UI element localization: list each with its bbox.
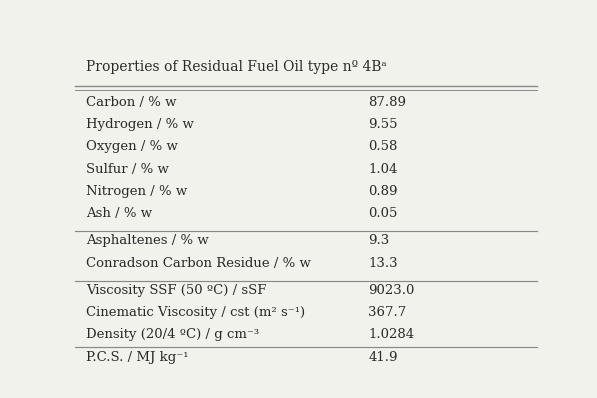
Text: 367.7: 367.7	[368, 306, 407, 319]
Text: Viscosity SSF (50 ºC) / sSF: Viscosity SSF (50 ºC) / sSF	[86, 284, 267, 297]
Text: 1.0284: 1.0284	[368, 328, 414, 341]
Text: Oxygen / % w: Oxygen / % w	[86, 140, 178, 153]
Text: 0.58: 0.58	[368, 140, 398, 153]
Text: Properties of Residual Fuel Oil type nº 4Bᵃ: Properties of Residual Fuel Oil type nº …	[86, 60, 387, 74]
Text: Density (20/4 ºC) / g cm⁻³: Density (20/4 ºC) / g cm⁻³	[86, 328, 259, 341]
Text: 1.04: 1.04	[368, 163, 398, 176]
Text: Ash / % w: Ash / % w	[86, 207, 152, 220]
Text: 9.55: 9.55	[368, 118, 398, 131]
Text: 13.3: 13.3	[368, 257, 398, 270]
Text: 9023.0: 9023.0	[368, 284, 415, 297]
Text: Carbon / % w: Carbon / % w	[86, 96, 177, 109]
Text: Hydrogen / % w: Hydrogen / % w	[86, 118, 194, 131]
Text: Nitrogen / % w: Nitrogen / % w	[86, 185, 187, 198]
Text: 87.89: 87.89	[368, 96, 407, 109]
Text: 9.3: 9.3	[368, 234, 390, 248]
Text: Sulfur / % w: Sulfur / % w	[86, 163, 169, 176]
Text: 0.05: 0.05	[368, 207, 398, 220]
Text: 0.89: 0.89	[368, 185, 398, 198]
Text: 41.9: 41.9	[368, 351, 398, 364]
Text: Cinematic Viscosity / cst (m² s⁻¹): Cinematic Viscosity / cst (m² s⁻¹)	[86, 306, 305, 319]
Text: Conradson Carbon Residue / % w: Conradson Carbon Residue / % w	[86, 257, 311, 270]
Text: P.C.S. / MJ kg⁻¹: P.C.S. / MJ kg⁻¹	[86, 351, 189, 364]
Text: Asphaltenes / % w: Asphaltenes / % w	[86, 234, 209, 248]
